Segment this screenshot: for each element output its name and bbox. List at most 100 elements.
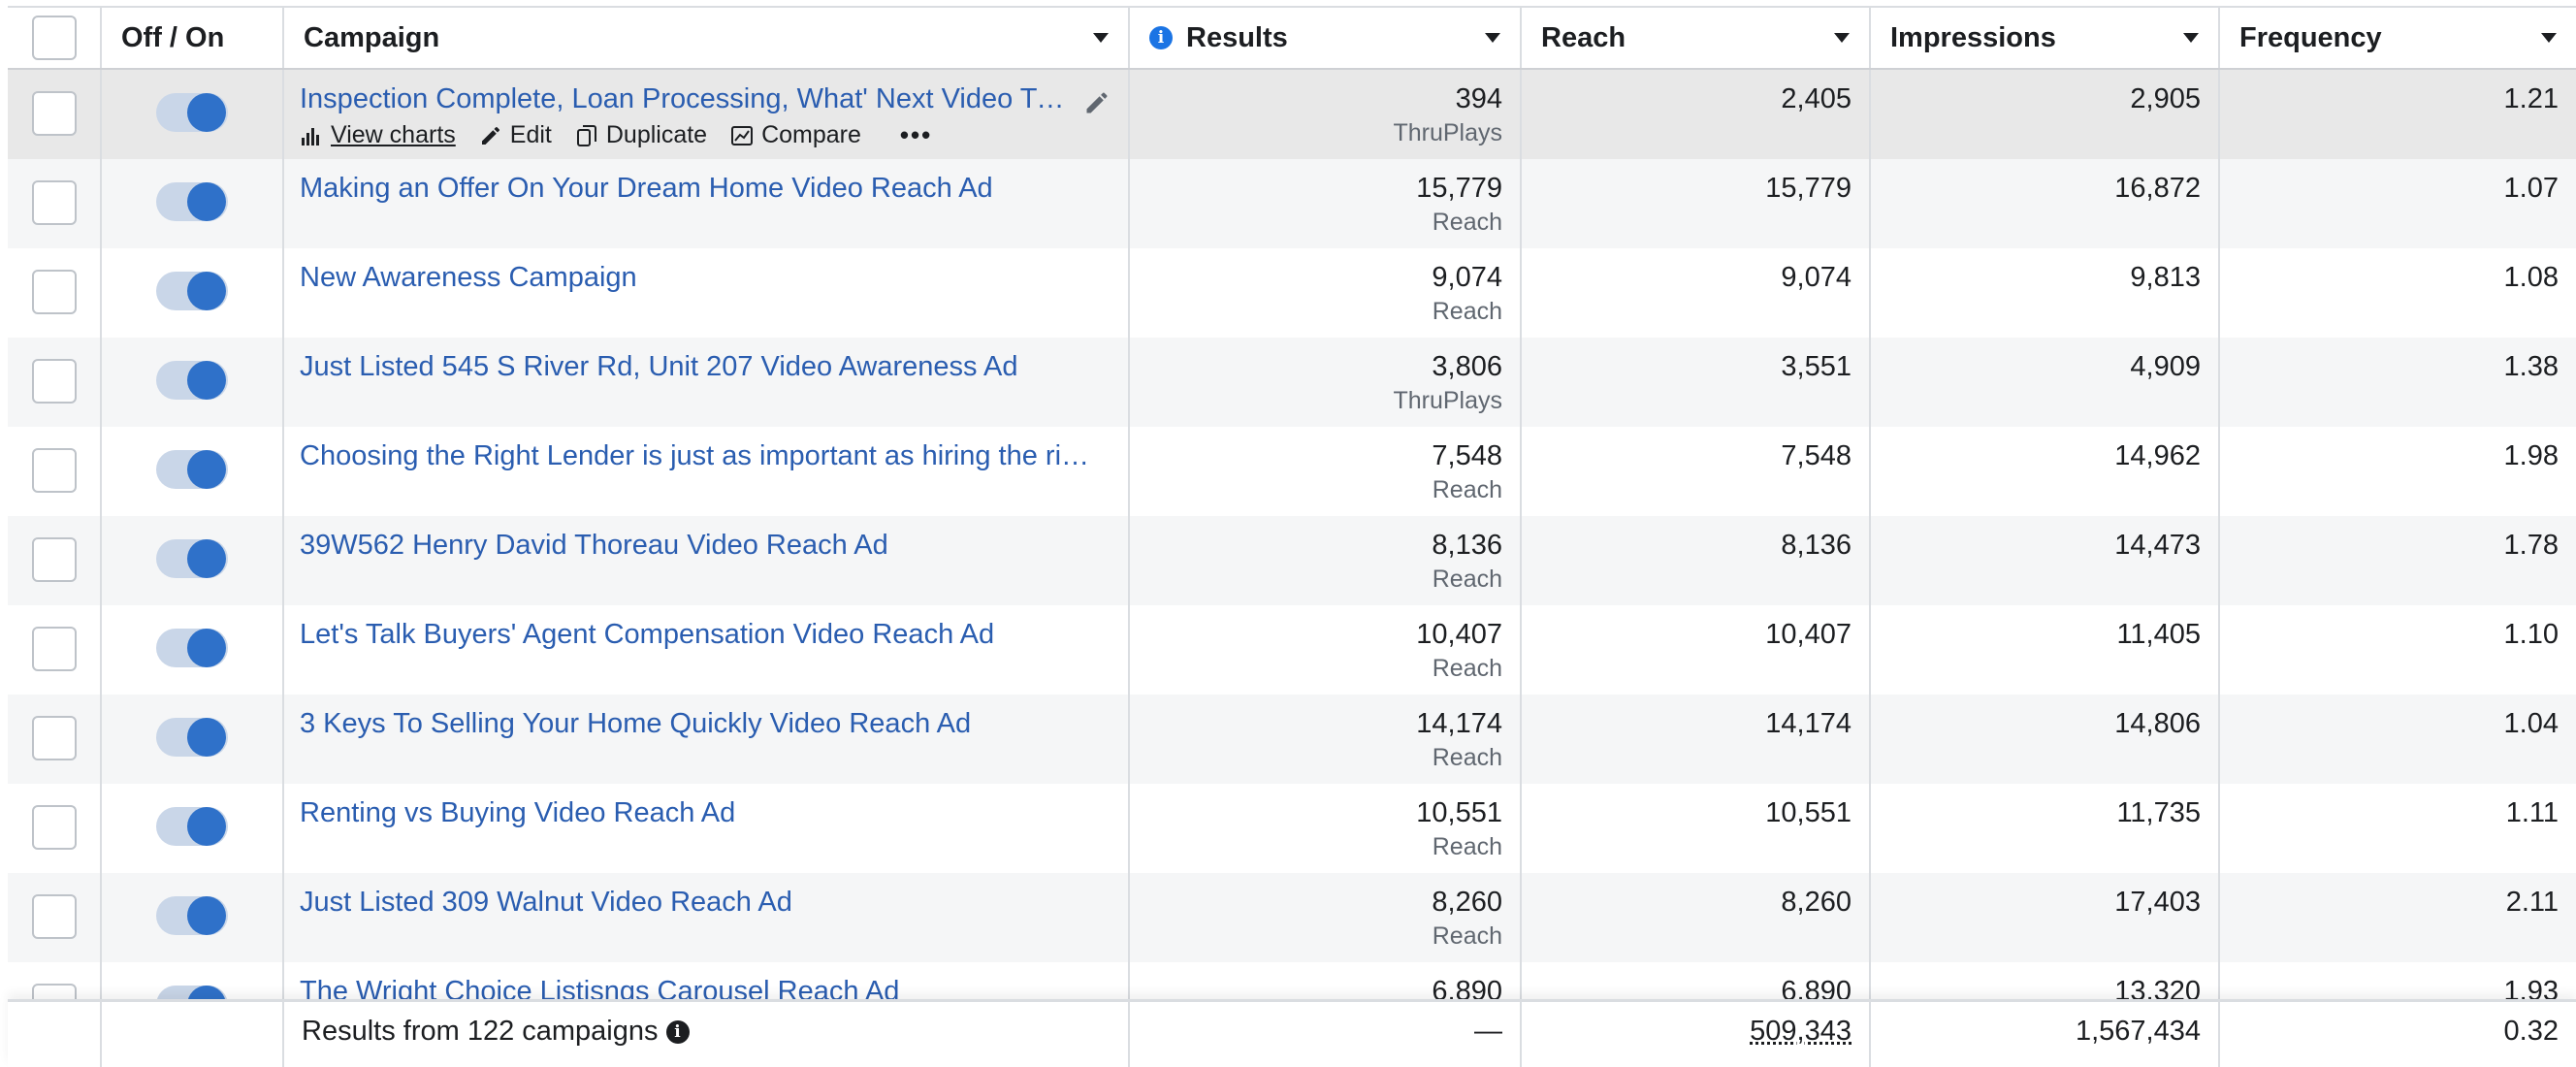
result-type: Reach (1432, 744, 1502, 771)
reach-value: 9,074 (1781, 262, 1852, 293)
row-checkbox[interactable] (31, 716, 77, 760)
results-cell: 14,174 Reach (1130, 695, 1522, 784)
header-frequency[interactable]: Frequency (2220, 8, 2576, 68)
duplicate-action[interactable]: Duplicate (575, 121, 707, 149)
row-toggle-cell (102, 605, 284, 695)
header-impressions[interactable]: Impressions (1871, 8, 2220, 68)
campaign-name-link[interactable]: Let's Talk Buyers' Agent Compensation Vi… (300, 619, 995, 650)
frequency-cell: 1.10 (2220, 605, 2576, 695)
row-checkbox[interactable] (31, 448, 77, 493)
campaign-name-link[interactable]: Inspection Complete, Loan Processing, Wh… (300, 83, 1066, 114)
table-row[interactable]: New Awareness Campaign 9,074 Reach 9,074 … (8, 248, 2576, 338)
campaign-name-link[interactable]: Making an Offer On Your Dream Home Video… (300, 173, 993, 204)
result-type: Reach (1432, 833, 1502, 860)
impressions-value: 11,405 (2116, 619, 2201, 650)
caret-down-icon[interactable] (1834, 33, 1850, 43)
header-impressions-label: Impressions (1890, 21, 2056, 53)
more-options-icon[interactable]: ••• (899, 120, 933, 149)
table-row[interactable]: Choosing the Right Lender is just as imp… (8, 427, 2576, 516)
campaign-toggle[interactable] (156, 807, 228, 846)
row-checkbox-cell (8, 605, 102, 695)
table-row[interactable]: Let's Talk Buyers' Agent Compensation Vi… (8, 605, 2576, 695)
row-checkbox[interactable] (31, 627, 77, 671)
campaign-toggle[interactable] (156, 629, 228, 667)
campaign-name-link[interactable]: 39W562 Henry David Thoreau Video Reach A… (300, 530, 888, 561)
row-checkbox-cell (8, 338, 102, 427)
results-cell: 10,407 Reach (1130, 605, 1522, 695)
campaign-name-link[interactable]: Just Listed 309 Walnut Video Reach Ad (300, 887, 792, 918)
table-row[interactable]: 39W562 Henry David Thoreau Video Reach A… (8, 516, 2576, 605)
frequency-cell: 1.07 (2220, 159, 2576, 248)
footer-blank (8, 1002, 102, 1067)
campaign-toggle[interactable] (156, 539, 228, 578)
summary-footer: Results from 122 campaigns i — 509,343 1,… (8, 999, 2576, 1067)
campaign-name-link[interactable]: 3 Keys To Selling Your Home Quickly Vide… (300, 708, 972, 739)
footer-reach-value[interactable]: 509,343 (1750, 1016, 1852, 1047)
impressions-value: 17,403 (2114, 887, 2201, 918)
header-reach[interactable]: Reach (1522, 8, 1871, 68)
results-value: 15,779 (1416, 173, 1502, 204)
header-results[interactable]: i Results (1130, 8, 1522, 68)
impressions-cell: 11,405 (1871, 605, 2220, 695)
table-row[interactable]: Making an Offer On Your Dream Home Video… (8, 159, 2576, 248)
campaign-name-link[interactable]: Renting vs Buying Video Reach Ad (300, 797, 736, 828)
view-charts-action[interactable]: View charts (300, 121, 456, 149)
pencil-icon[interactable] (1083, 89, 1111, 116)
reach-cell: 7,548 (1522, 427, 1871, 516)
results-value: 8,260 (1432, 887, 1502, 918)
campaign-toggle[interactable] (156, 182, 228, 221)
campaign-name-link[interactable]: New Awareness Campaign (300, 262, 637, 293)
campaign-toggle[interactable] (156, 93, 228, 132)
table-row[interactable]: Renting vs Buying Video Reach Ad 10,551 R… (8, 784, 2576, 873)
row-checkbox[interactable] (31, 270, 77, 314)
caret-down-icon[interactable] (2541, 33, 2557, 43)
caret-down-icon[interactable] (2183, 33, 2199, 43)
campaign-name-link[interactable]: Choosing the Right Lender is just as imp… (300, 440, 1095, 471)
compare-action[interactable]: Compare (730, 121, 861, 149)
campaign-toggle[interactable] (156, 272, 228, 310)
impressions-cell: 4,909 (1871, 338, 2220, 427)
table-row[interactable]: 3 Keys To Selling Your Home Quickly Vide… (8, 695, 2576, 784)
row-checkbox[interactable] (31, 894, 77, 939)
campaign-toggle[interactable] (156, 718, 228, 757)
frequency-value: 1.10 (2503, 619, 2559, 650)
reach-value: 8,260 (1781, 887, 1852, 918)
header-select-all (8, 8, 102, 68)
info-icon[interactable]: i (1149, 26, 1173, 49)
header-toggle[interactable]: Off / On (102, 8, 284, 68)
campaign-cell: Making an Offer On Your Dream Home Video… (284, 159, 1130, 248)
caret-down-icon[interactable] (1093, 33, 1109, 43)
table-row[interactable]: Just Listed 545 S River Rd, Unit 207 Vid… (8, 338, 2576, 427)
campaign-toggle[interactable] (156, 450, 228, 489)
select-all-checkbox[interactable] (31, 16, 77, 60)
reach-cell: 2,405 (1522, 70, 1871, 159)
impressions-value: 4,909 (2130, 351, 2201, 382)
impressions-value: 14,806 (2114, 708, 2201, 739)
reach-cell: 10,551 (1522, 784, 1871, 873)
info-icon[interactable]: i (665, 1020, 690, 1045)
results-cell: 9,074 Reach (1130, 248, 1522, 338)
row-checkbox[interactable] (31, 359, 77, 404)
row-checkbox-cell (8, 427, 102, 516)
caret-down-icon[interactable] (1485, 33, 1500, 43)
table-body[interactable]: Inspection Complete, Loan Processing, Wh… (8, 70, 2576, 1007)
impressions-value: 11,735 (2116, 797, 2201, 828)
table-row[interactable]: Inspection Complete, Loan Processing, Wh… (8, 70, 2576, 159)
campaign-toggle[interactable] (156, 361, 228, 400)
toggle-knob (187, 361, 226, 400)
table-row[interactable]: Just Listed 309 Walnut Video Reach Ad 8,… (8, 873, 2576, 962)
row-checkbox[interactable] (31, 180, 77, 225)
header-campaign[interactable]: Campaign (284, 8, 1130, 68)
results-value: 7,548 (1432, 440, 1502, 471)
compare-label: Compare (761, 121, 861, 148)
impressions-cell: 17,403 (1871, 873, 2220, 962)
campaign-toggle[interactable] (156, 896, 228, 935)
edit-action[interactable]: Edit (479, 121, 552, 149)
row-checkbox[interactable] (31, 91, 77, 136)
campaign-name-link[interactable]: Just Listed 545 S River Rd, Unit 207 Vid… (300, 351, 1018, 382)
row-checkbox[interactable] (31, 537, 77, 582)
results-value: 10,407 (1416, 619, 1502, 650)
reach-cell: 9,074 (1522, 248, 1871, 338)
campaign-cell: Just Listed 309 Walnut Video Reach Ad (284, 873, 1130, 962)
row-checkbox[interactable] (31, 805, 77, 850)
